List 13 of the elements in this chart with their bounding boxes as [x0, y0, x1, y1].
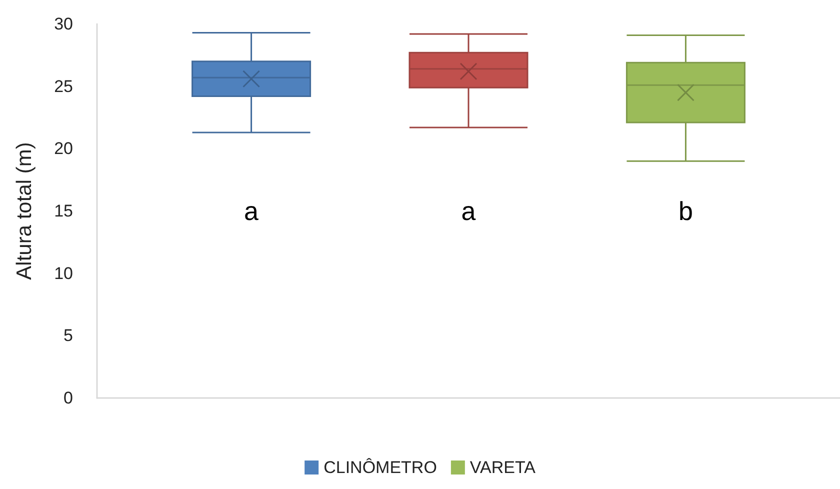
annotation: a — [244, 196, 260, 226]
legend-label: CLINÔMETRO — [324, 458, 437, 477]
annotation: a — [461, 196, 476, 226]
y-axis-title: Altura total (m) — [13, 142, 36, 280]
y-tick-label: 20 — [54, 139, 73, 158]
y-tick-label: 10 — [54, 264, 73, 283]
y-tick-label: 0 — [64, 388, 73, 408]
annotation: b — [678, 196, 693, 226]
y-tick-label: 5 — [64, 326, 73, 346]
y-tick-label: 25 — [54, 76, 73, 96]
y-tick-label: 15 — [54, 202, 73, 220]
legend-label: VARETA — [470, 458, 536, 477]
y-tick-label: 30 — [54, 14, 73, 34]
